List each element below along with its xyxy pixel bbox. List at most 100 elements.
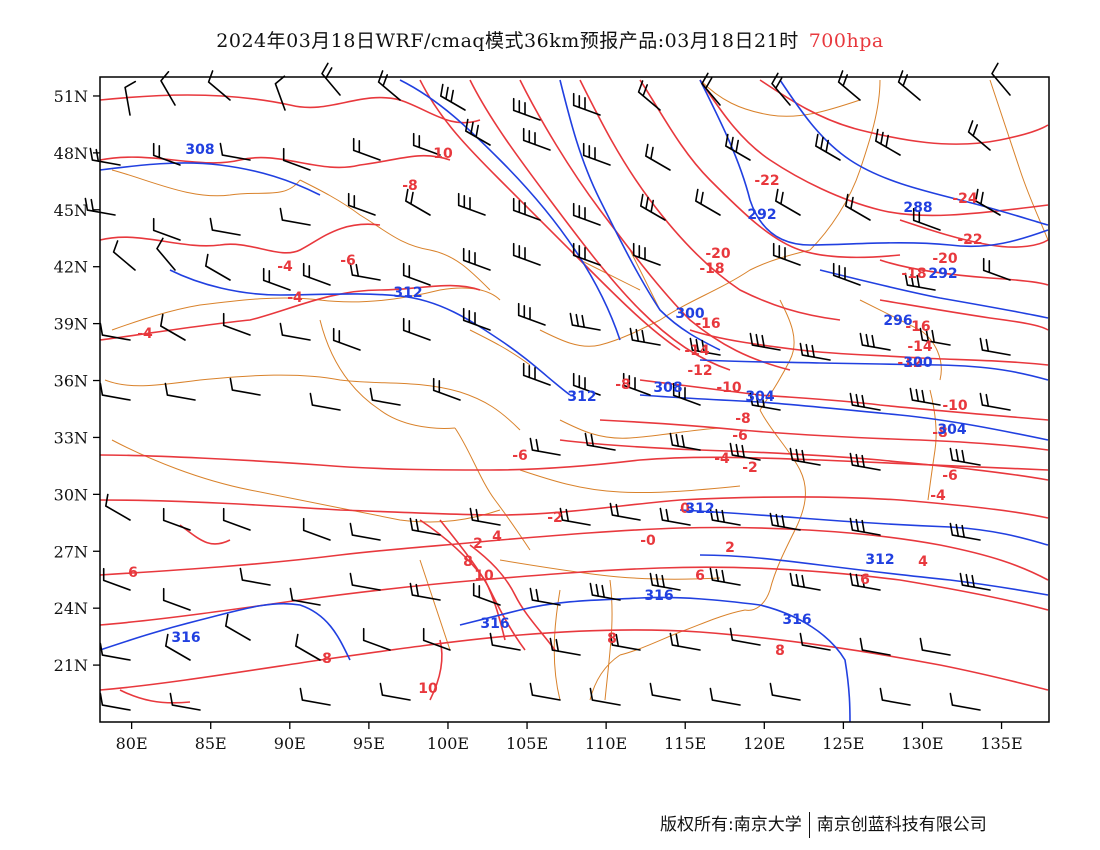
boundary-line xyxy=(469,329,531,366)
boundary-line xyxy=(619,609,746,656)
lat-tick-label: 27N xyxy=(54,542,88,561)
wind-barb xyxy=(409,517,441,536)
boundary-line xyxy=(559,419,721,439)
temperature-label: -8 xyxy=(402,178,418,194)
wind-barb xyxy=(572,242,601,266)
wind-barb xyxy=(572,202,601,226)
temperature-label: -8 xyxy=(735,411,751,427)
temperature-label: 2 xyxy=(473,536,483,552)
wind-barb xyxy=(84,197,116,216)
wind-barb xyxy=(512,242,541,266)
wind-barb xyxy=(991,62,1011,96)
wind-barb xyxy=(164,382,196,401)
temperature-isoline xyxy=(119,689,191,704)
wind-barb xyxy=(919,327,951,346)
wind-barb xyxy=(789,572,821,591)
temperature-label: -20 xyxy=(705,246,731,262)
height-isoline xyxy=(779,79,1049,226)
lon-tick-label: 135E xyxy=(980,734,1022,753)
temperature-isoline xyxy=(419,79,681,351)
wind-barb xyxy=(772,242,801,266)
wind-barb xyxy=(637,80,661,111)
boundary-line xyxy=(759,409,806,531)
wind-barb xyxy=(589,687,621,706)
lon-tick-label: 90E xyxy=(274,734,306,753)
wind-barb xyxy=(332,327,361,351)
boundary-line xyxy=(499,559,721,580)
wind-barb xyxy=(160,313,186,341)
wind-barb xyxy=(799,632,831,651)
wind-barb xyxy=(845,193,871,221)
boundary-line xyxy=(454,427,531,551)
temperature-isoline xyxy=(99,284,481,341)
temperature-label: 10 xyxy=(418,681,438,697)
temperature-isoline xyxy=(429,639,443,701)
wind-barb xyxy=(775,188,801,216)
wind-barb xyxy=(879,687,911,706)
wind-barb xyxy=(469,507,501,526)
wind-barb xyxy=(632,242,661,266)
wind-barb xyxy=(572,372,601,396)
temperature-label: -22 xyxy=(957,232,982,248)
wind-barb xyxy=(529,682,561,701)
boundary-line xyxy=(111,169,301,197)
wind-barb xyxy=(569,312,601,331)
wind-barb xyxy=(695,188,721,216)
height-isoline xyxy=(639,394,1049,441)
lon-tick-label: 120E xyxy=(743,734,785,753)
wind-barb xyxy=(156,237,176,271)
wind-barb xyxy=(152,142,181,166)
boundary-line xyxy=(539,319,661,347)
temperature-label: -14 xyxy=(684,343,710,359)
wind-barb xyxy=(649,682,681,701)
temperature-label: -8 xyxy=(615,377,631,393)
wind-barb xyxy=(229,377,261,396)
wind-barb xyxy=(979,392,1011,411)
wind-barb xyxy=(529,437,561,456)
wind-barb xyxy=(967,120,991,151)
wind-barb xyxy=(349,522,381,541)
wind-barb xyxy=(162,507,191,531)
wind-barb xyxy=(849,572,881,591)
wind-barb xyxy=(789,447,821,466)
temperature-label: -6 xyxy=(732,428,748,444)
height-isoline xyxy=(699,79,1049,248)
boundary-line xyxy=(659,249,811,321)
wind-barb xyxy=(105,493,131,521)
wind-barb xyxy=(837,70,861,101)
temperature-label: 8 xyxy=(463,554,473,570)
wind-barb xyxy=(162,587,191,611)
lon-tick-label: 85E xyxy=(195,734,227,753)
wind-barb xyxy=(440,83,466,111)
wind-barb xyxy=(912,207,941,231)
temperature-isoline xyxy=(639,79,901,259)
wind-barb xyxy=(949,447,981,466)
height-label: 288 xyxy=(903,200,932,216)
lat-tick-label: 36N xyxy=(54,372,88,391)
wind-barb xyxy=(462,307,491,331)
boundary-line xyxy=(589,654,621,701)
temperature-label: -4 xyxy=(287,290,303,306)
wind-barb xyxy=(321,62,341,96)
wind-barb xyxy=(849,392,881,411)
temperature-label: 8 xyxy=(775,643,785,659)
temperature-label: -4 xyxy=(137,326,153,342)
lat-tick-label: 33N xyxy=(54,428,88,447)
wind-barb xyxy=(622,372,651,396)
wind-barb xyxy=(522,362,551,386)
wind-barb xyxy=(222,312,251,336)
lon-tick-label: 100E xyxy=(427,734,469,753)
wind-barb xyxy=(549,637,581,656)
height-label: 316 xyxy=(171,630,200,646)
wind-barb xyxy=(349,262,381,281)
temperature-label: -6 xyxy=(942,468,958,484)
wind-barb xyxy=(749,392,781,411)
wind-barb xyxy=(919,637,951,656)
axis-ticks: 51N 48N 45N 42N 39N 36N 33N 30N 27N 24N 21N 80E 85E 9… xyxy=(54,87,1023,753)
wind-barb xyxy=(405,188,431,216)
wind-barb xyxy=(347,192,376,216)
wind-barb xyxy=(659,507,691,526)
lat-tick-label: 24N xyxy=(54,599,88,618)
wind-barb xyxy=(124,80,137,116)
